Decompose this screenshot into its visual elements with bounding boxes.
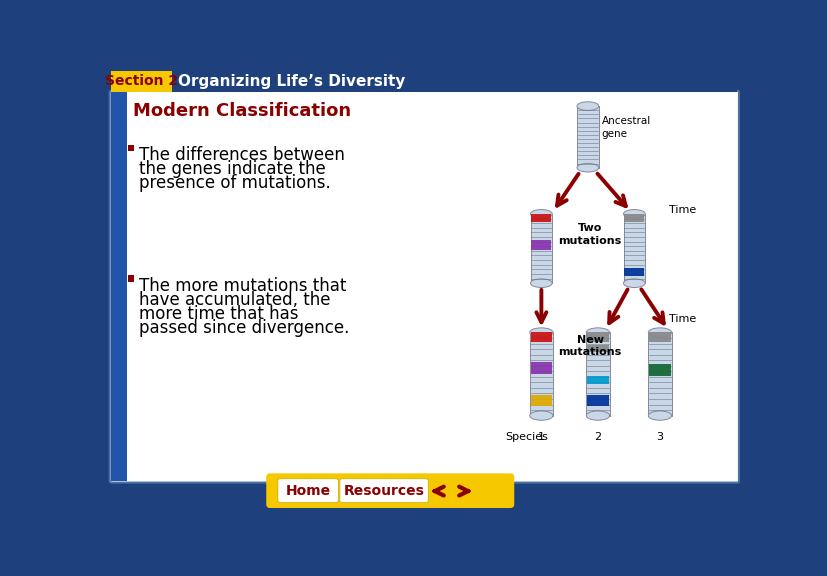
Bar — [128, 275, 134, 282]
Text: Time: Time — [668, 205, 696, 215]
Ellipse shape — [623, 279, 644, 287]
Ellipse shape — [530, 210, 552, 218]
Ellipse shape — [576, 102, 598, 111]
Bar — [586, 395, 608, 407]
Bar — [648, 364, 670, 376]
Bar — [586, 376, 608, 384]
Ellipse shape — [586, 411, 609, 420]
FancyBboxPatch shape — [339, 479, 428, 503]
FancyBboxPatch shape — [266, 473, 514, 508]
Ellipse shape — [529, 328, 552, 337]
Text: Species: Species — [504, 432, 547, 442]
Bar — [624, 268, 643, 276]
Bar — [111, 71, 737, 92]
Ellipse shape — [576, 164, 598, 172]
Bar — [623, 214, 644, 283]
Ellipse shape — [623, 210, 644, 218]
Bar — [530, 214, 552, 283]
Bar — [648, 332, 671, 416]
Text: more time that has: more time that has — [139, 305, 299, 323]
Bar — [624, 214, 643, 222]
Bar — [128, 145, 134, 151]
Bar — [531, 214, 551, 222]
Text: 1: 1 — [538, 432, 544, 442]
Text: The more mutations that: The more mutations that — [139, 277, 347, 295]
Ellipse shape — [648, 411, 671, 420]
Text: passed since divergence.: passed since divergence. — [139, 319, 349, 336]
Bar — [530, 395, 552, 407]
Bar — [530, 332, 552, 342]
Ellipse shape — [530, 279, 552, 287]
Ellipse shape — [586, 328, 609, 337]
Text: Two
mutations: Two mutations — [558, 223, 621, 245]
Text: 3: 3 — [656, 432, 662, 442]
Bar — [111, 92, 127, 481]
Text: Modern Classification: Modern Classification — [133, 103, 351, 120]
Ellipse shape — [648, 328, 671, 337]
Bar — [530, 362, 552, 374]
Text: Resources: Resources — [343, 484, 424, 498]
Bar — [531, 240, 551, 250]
Text: the genes indicate the: the genes indicate the — [139, 160, 326, 178]
Text: have accumulated, the: have accumulated, the — [139, 291, 330, 309]
Bar — [586, 345, 608, 351]
Bar — [576, 106, 598, 168]
Bar — [529, 332, 552, 416]
Text: Ancestral
gene: Ancestral gene — [601, 116, 650, 139]
Text: Section 2: Section 2 — [105, 74, 178, 89]
Text: Home: Home — [285, 484, 330, 498]
FancyBboxPatch shape — [109, 90, 739, 483]
Bar — [586, 332, 609, 416]
Bar — [648, 332, 670, 342]
FancyBboxPatch shape — [111, 71, 171, 92]
Text: Organizing Life’s Diversity: Organizing Life’s Diversity — [178, 74, 404, 89]
Text: Time: Time — [668, 314, 696, 324]
Ellipse shape — [529, 411, 552, 420]
Text: 2: 2 — [594, 432, 600, 442]
Text: presence of mutations.: presence of mutations. — [139, 174, 331, 192]
Bar — [586, 332, 608, 342]
Text: The differences between: The differences between — [139, 146, 345, 164]
Text: New
mutations: New mutations — [558, 335, 621, 357]
FancyBboxPatch shape — [278, 479, 338, 503]
